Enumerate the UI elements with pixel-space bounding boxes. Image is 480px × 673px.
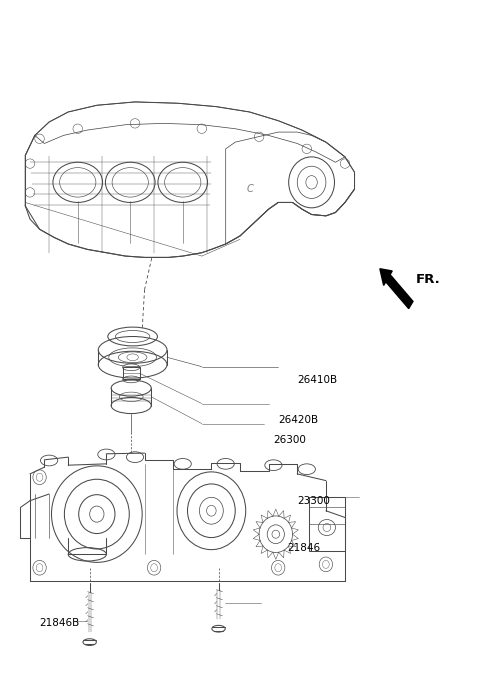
Bar <box>122 367 140 380</box>
FancyArrow shape <box>380 269 413 309</box>
Text: 26410B: 26410B <box>297 375 337 385</box>
Text: 21846: 21846 <box>288 542 321 553</box>
Bar <box>309 497 345 551</box>
Text: 21846B: 21846B <box>39 618 80 629</box>
Text: C: C <box>246 184 253 194</box>
Text: FR.: FR. <box>416 273 440 286</box>
Text: 26420B: 26420B <box>278 415 318 425</box>
Text: 23300: 23300 <box>297 496 330 505</box>
Text: 26300: 26300 <box>274 435 306 446</box>
